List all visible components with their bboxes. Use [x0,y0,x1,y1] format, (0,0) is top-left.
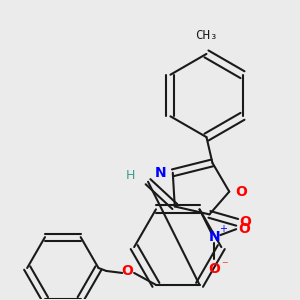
Text: O: O [238,222,250,236]
Text: H: H [125,169,135,182]
Text: +: + [219,224,227,234]
Text: ⁻: ⁻ [221,259,228,272]
Text: O: O [121,264,133,278]
Text: O: O [239,215,251,229]
Text: CH₃: CH₃ [195,29,218,42]
Text: O: O [235,184,247,199]
Text: N: N [208,230,220,244]
Text: O: O [208,262,220,276]
Text: N: N [155,166,167,180]
